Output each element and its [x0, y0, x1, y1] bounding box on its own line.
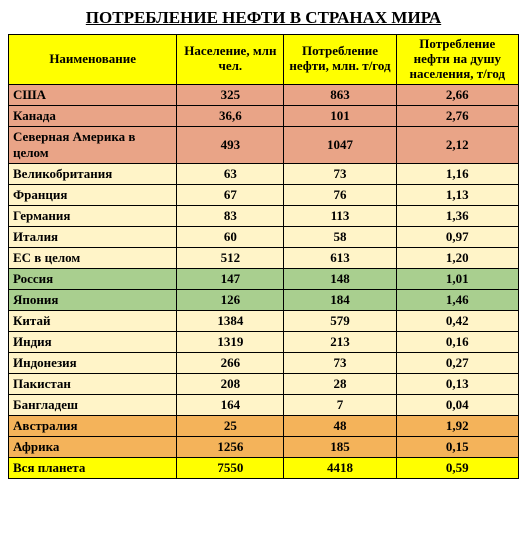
- table-row: Германия831131,36: [9, 205, 519, 226]
- cell-pop: 493: [177, 126, 284, 163]
- cell-pop: 1256: [177, 436, 284, 457]
- cell-name: Индонезия: [9, 352, 177, 373]
- cell-name: Индия: [9, 331, 177, 352]
- table-row: Северная Америка в целом49310472,12: [9, 126, 519, 163]
- cell-name: США: [9, 84, 177, 105]
- cell-pop: 512: [177, 247, 284, 268]
- table-row: Япония1261841,46: [9, 289, 519, 310]
- cell-oil: 185: [284, 436, 396, 457]
- cell-pop: 266: [177, 352, 284, 373]
- cell-pop: 60: [177, 226, 284, 247]
- cell-pop: 36,6: [177, 105, 284, 126]
- cell-name: Вся планета: [9, 457, 177, 478]
- cell-oil: 58: [284, 226, 396, 247]
- table-row: Канада36,61012,76: [9, 105, 519, 126]
- cell-name: Африка: [9, 436, 177, 457]
- table-header-row: Наименование Население, млн чел. Потребл…: [9, 35, 519, 85]
- cell-oil: 148: [284, 268, 396, 289]
- table-row: США3258632,66: [9, 84, 519, 105]
- cell-oil: 863: [284, 84, 396, 105]
- cell-oil: 73: [284, 352, 396, 373]
- cell-pop: 67: [177, 184, 284, 205]
- cell-oil: 113: [284, 205, 396, 226]
- col-per-capita: Потребление нефти на душу населения, т/г…: [396, 35, 518, 85]
- cell-name: Италия: [9, 226, 177, 247]
- oil-consumption-table: Наименование Население, млн чел. Потребл…: [8, 34, 519, 479]
- table-row: Китай13845790,42: [9, 310, 519, 331]
- cell-oil: 579: [284, 310, 396, 331]
- cell-oil: 613: [284, 247, 396, 268]
- cell-pop: 63: [177, 163, 284, 184]
- cell-oil: 4418: [284, 457, 396, 478]
- cell-oil: 73: [284, 163, 396, 184]
- cell-pop: 7550: [177, 457, 284, 478]
- col-oil: Потребление нефти, млн. т/год: [284, 35, 396, 85]
- table-row: Италия60580,97: [9, 226, 519, 247]
- cell-pc: 0,13: [396, 373, 518, 394]
- table-row: Россия1471481,01: [9, 268, 519, 289]
- cell-name: Бангладеш: [9, 394, 177, 415]
- cell-pc: 0,15: [396, 436, 518, 457]
- table-row: Пакистан208280,13: [9, 373, 519, 394]
- cell-pc: 0,27: [396, 352, 518, 373]
- cell-name: ЕС в целом: [9, 247, 177, 268]
- cell-name: Северная Америка в целом: [9, 126, 177, 163]
- cell-name: Япония: [9, 289, 177, 310]
- cell-pc: 0,16: [396, 331, 518, 352]
- cell-oil: 213: [284, 331, 396, 352]
- cell-pop: 25: [177, 415, 284, 436]
- cell-pop: 147: [177, 268, 284, 289]
- cell-pc: 1,46: [396, 289, 518, 310]
- table-row: ЕС в целом5126131,20: [9, 247, 519, 268]
- cell-pc: 1,01: [396, 268, 518, 289]
- table-row: Индия13192130,16: [9, 331, 519, 352]
- cell-pc: 0,97: [396, 226, 518, 247]
- cell-oil: 28: [284, 373, 396, 394]
- col-name: Наименование: [9, 35, 177, 85]
- table-row: Франция67761,13: [9, 184, 519, 205]
- cell-pc: 1,20: [396, 247, 518, 268]
- cell-oil: 101: [284, 105, 396, 126]
- cell-pc: 0,04: [396, 394, 518, 415]
- cell-name: Канада: [9, 105, 177, 126]
- table-row: Великобритания63731,16: [9, 163, 519, 184]
- cell-pc: 2,76: [396, 105, 518, 126]
- cell-name: Франция: [9, 184, 177, 205]
- col-population: Население, млн чел.: [177, 35, 284, 85]
- cell-name: Австралия: [9, 415, 177, 436]
- cell-oil: 1047: [284, 126, 396, 163]
- cell-pop: 1319: [177, 331, 284, 352]
- table-row: Вся планета755044180,59: [9, 457, 519, 478]
- cell-name: Россия: [9, 268, 177, 289]
- cell-pop: 208: [177, 373, 284, 394]
- cell-pc: 1,92: [396, 415, 518, 436]
- cell-pop: 164: [177, 394, 284, 415]
- page-title: ПОТРЕБЛЕНИЕ НЕФТИ В СТРАНАХ МИРА: [8, 8, 519, 28]
- cell-oil: 48: [284, 415, 396, 436]
- cell-pop: 1384: [177, 310, 284, 331]
- cell-pc: 2,12: [396, 126, 518, 163]
- cell-pc: 1,13: [396, 184, 518, 205]
- cell-oil: 76: [284, 184, 396, 205]
- cell-name: Пакистан: [9, 373, 177, 394]
- table-row: Африка12561850,15: [9, 436, 519, 457]
- cell-oil: 7: [284, 394, 396, 415]
- cell-pc: 0,59: [396, 457, 518, 478]
- cell-pc: 1,16: [396, 163, 518, 184]
- cell-pop: 83: [177, 205, 284, 226]
- cell-name: Германия: [9, 205, 177, 226]
- cell-name: Великобритания: [9, 163, 177, 184]
- cell-pc: 2,66: [396, 84, 518, 105]
- cell-pop: 126: [177, 289, 284, 310]
- cell-oil: 184: [284, 289, 396, 310]
- cell-name: Китай: [9, 310, 177, 331]
- table-row: Бангладеш16470,04: [9, 394, 519, 415]
- cell-pop: 325: [177, 84, 284, 105]
- table-row: Индонезия266730,27: [9, 352, 519, 373]
- table-row: Австралия25481,92: [9, 415, 519, 436]
- cell-pc: 1,36: [396, 205, 518, 226]
- cell-pc: 0,42: [396, 310, 518, 331]
